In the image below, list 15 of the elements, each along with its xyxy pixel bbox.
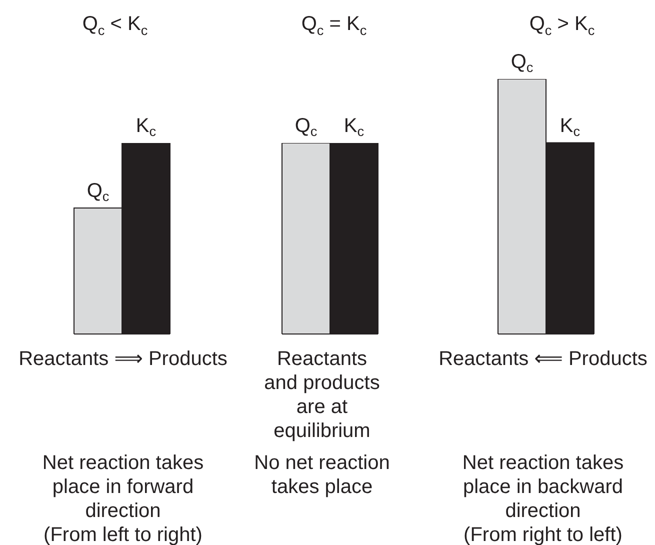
text: Reactants and products are at equilibrium bbox=[264, 347, 380, 443]
chart-title: Q$_{c}$ = K$_{c}$ bbox=[301, 12, 367, 38]
series-label: Q$_{c}$ bbox=[86, 180, 109, 204]
series-label: K$_{c}$ bbox=[560, 114, 580, 139]
chart-title: Q$_{c}$ > K$_{c}$ bbox=[529, 12, 595, 38]
text: Reactants ⟸ Products bbox=[438, 347, 648, 371]
series-label: K$_{c}$ bbox=[135, 115, 156, 140]
series-label: Q$_{c}$ bbox=[510, 51, 534, 76]
text: Net reaction takes place in forward direction (From left to right) bbox=[42, 451, 204, 545]
series-label: K$_{c}$ bbox=[344, 115, 364, 140]
text: Reactants ⟹ Products bbox=[18, 347, 228, 371]
series-label: Q$_{c}$ bbox=[294, 115, 318, 140]
chart-title: Q$_{c}$ < K$_{c}$ bbox=[82, 12, 148, 38]
text: No net reaction takes place bbox=[254, 451, 390, 499]
text: Net reaction takes place in backward direction (From right to left) bbox=[462, 451, 624, 545]
